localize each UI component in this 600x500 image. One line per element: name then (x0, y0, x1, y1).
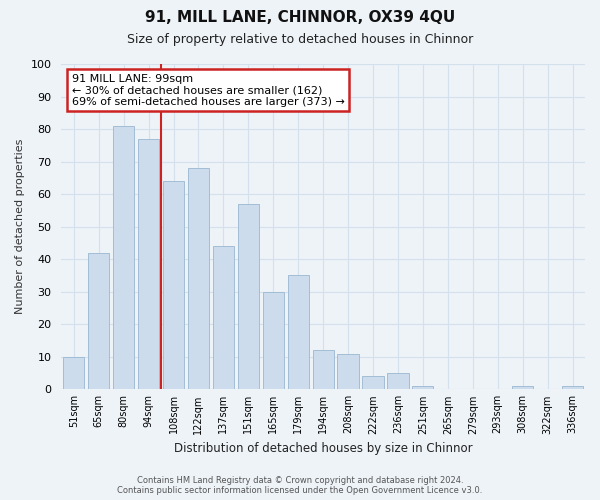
Bar (263, 292, 284, 390)
Bar (238, 204, 259, 390)
Bar (138, 139, 159, 390)
Text: Contains HM Land Registry data © Crown copyright and database right 2024.
Contai: Contains HM Land Registry data © Crown c… (118, 476, 482, 495)
Text: 91, MILL LANE, CHINNOR, OX39 4QU: 91, MILL LANE, CHINNOR, OX39 4QU (145, 10, 455, 25)
Bar (287, 276, 309, 390)
Bar (63, 357, 85, 390)
Bar (313, 350, 334, 390)
Bar (113, 126, 134, 390)
Y-axis label: Number of detached properties: Number of detached properties (15, 139, 25, 314)
Bar (337, 354, 359, 390)
Bar (562, 386, 583, 390)
Bar (362, 376, 383, 390)
Text: Size of property relative to detached houses in Chinnor: Size of property relative to detached ho… (127, 32, 473, 46)
Bar (388, 373, 409, 390)
Bar (163, 181, 184, 390)
Bar (88, 252, 109, 390)
X-axis label: Distribution of detached houses by size in Chinnor: Distribution of detached houses by size … (174, 442, 472, 455)
Text: 91 MILL LANE: 99sqm
← 30% of detached houses are smaller (162)
69% of semi-detac: 91 MILL LANE: 99sqm ← 30% of detached ho… (72, 74, 344, 107)
Bar (512, 386, 533, 390)
Bar (412, 386, 433, 390)
Bar (213, 246, 234, 390)
Bar (188, 168, 209, 390)
